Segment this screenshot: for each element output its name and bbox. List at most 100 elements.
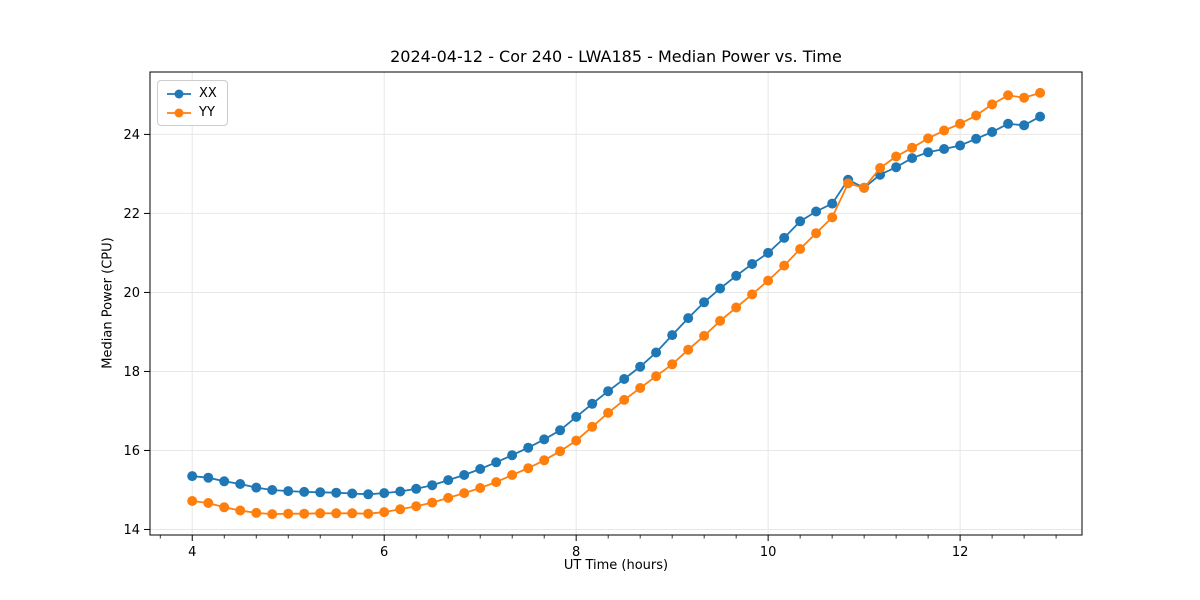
data-point-yy — [699, 330, 710, 341]
data-point-yy — [971, 110, 982, 121]
data-point-yy — [731, 302, 742, 313]
data-point-xx — [811, 206, 822, 217]
data-point-xx — [955, 140, 966, 151]
data-point-xx — [491, 457, 502, 468]
data-point-yy — [939, 125, 950, 136]
data-point-xx — [315, 487, 326, 498]
data-point-xx — [651, 347, 662, 358]
data-point-xx — [427, 480, 438, 491]
data-point-xx — [283, 486, 294, 497]
data-point-yy — [507, 470, 518, 480]
data-point-yy — [923, 133, 934, 144]
data-point-xx — [635, 361, 646, 372]
data-point-xx — [987, 127, 998, 137]
data-point-yy — [875, 163, 886, 173]
data-point-yy — [603, 407, 614, 418]
data-point-xx — [1035, 111, 1046, 122]
data-point-xx — [187, 471, 198, 482]
data-point-yy — [635, 383, 646, 393]
data-point-xx — [555, 425, 566, 436]
data-point-xx — [923, 147, 934, 158]
data-point-xx — [1019, 120, 1030, 131]
data-point-xx — [699, 297, 710, 308]
data-point-xx — [715, 283, 726, 294]
data-point-xx — [331, 487, 342, 498]
data-point-xx — [939, 144, 950, 154]
data-point-yy — [235, 505, 246, 516]
y-tick-label: 20 — [123, 286, 140, 301]
x-tick-label: 4 — [188, 545, 196, 560]
y-tick-label: 18 — [123, 365, 140, 380]
x-tick-label: 6 — [380, 545, 388, 560]
data-point-xx — [411, 483, 422, 494]
data-point-xx — [459, 470, 470, 480]
data-point-yy — [475, 483, 486, 493]
data-point-yy — [763, 275, 774, 286]
data-point-xx — [619, 374, 630, 384]
data-point-xx — [891, 162, 902, 173]
data-point-xx — [219, 476, 230, 487]
data-point-yy — [747, 289, 758, 300]
data-point-xx — [731, 270, 742, 281]
data-point-yy — [523, 463, 534, 474]
axes-spines — [149, 71, 1083, 536]
data-point-yy — [363, 508, 374, 519]
data-point-yy — [859, 182, 870, 193]
y-tick-label: 16 — [123, 444, 140, 459]
data-point-yy — [331, 508, 342, 519]
data-point-yy — [955, 118, 966, 129]
data-point-yy — [651, 371, 662, 382]
data-point-yy — [1019, 92, 1030, 103]
data-point-xx — [1003, 118, 1014, 129]
data-point-yy — [987, 99, 998, 110]
data-point-xx — [587, 398, 598, 409]
legend-label-xx: XX — [199, 86, 217, 101]
series-line-xx — [192, 115, 1041, 496]
data-point-yy — [395, 504, 406, 515]
data-point-xx — [907, 153, 918, 164]
data-point-xx — [603, 386, 614, 397]
legend-item-yy: YY — [166, 105, 217, 120]
data-point-yy — [411, 501, 422, 512]
data-point-yy — [443, 492, 454, 503]
data-point-yy — [219, 502, 230, 513]
data-point-yy — [459, 488, 470, 499]
data-point-yy — [843, 178, 854, 189]
data-point-yy — [539, 455, 550, 466]
data-point-yy — [715, 315, 726, 326]
data-point-xx — [507, 450, 518, 461]
data-point-yy — [347, 508, 358, 519]
data-point-yy — [779, 260, 790, 271]
data-point-yy — [619, 394, 630, 405]
data-point-yy — [1035, 87, 1046, 98]
data-point-yy — [299, 508, 310, 519]
data-point-yy — [267, 509, 278, 520]
data-point-xx — [571, 411, 582, 422]
data-point-xx — [443, 475, 454, 486]
legend-label-yy: YY — [199, 105, 215, 120]
data-point-xx — [523, 442, 534, 453]
data-point-yy — [571, 435, 582, 446]
data-point-xx — [267, 485, 278, 495]
legend-item-xx: XX — [166, 86, 217, 101]
data-point-xx — [395, 486, 406, 497]
data-point-xx — [827, 198, 838, 209]
legend-marker-yy — [167, 108, 191, 117]
data-point-xx — [667, 330, 678, 341]
data-point-yy — [283, 508, 294, 519]
data-point-yy — [427, 497, 438, 508]
data-point-xx — [251, 482, 262, 493]
data-point-yy — [795, 244, 806, 254]
y-tick-label: 14 — [123, 523, 140, 538]
data-point-xx — [795, 216, 806, 227]
data-point-yy — [667, 359, 678, 370]
x-tick-label: 10 — [760, 545, 777, 560]
data-point-yy — [315, 508, 326, 519]
data-point-yy — [555, 446, 566, 457]
data-point-yy — [203, 498, 214, 508]
data-point-xx — [347, 488, 358, 499]
chart-title: 2024-04-12 - Cor 240 - LWA185 - Median P… — [390, 47, 842, 66]
data-point-xx — [475, 464, 486, 474]
